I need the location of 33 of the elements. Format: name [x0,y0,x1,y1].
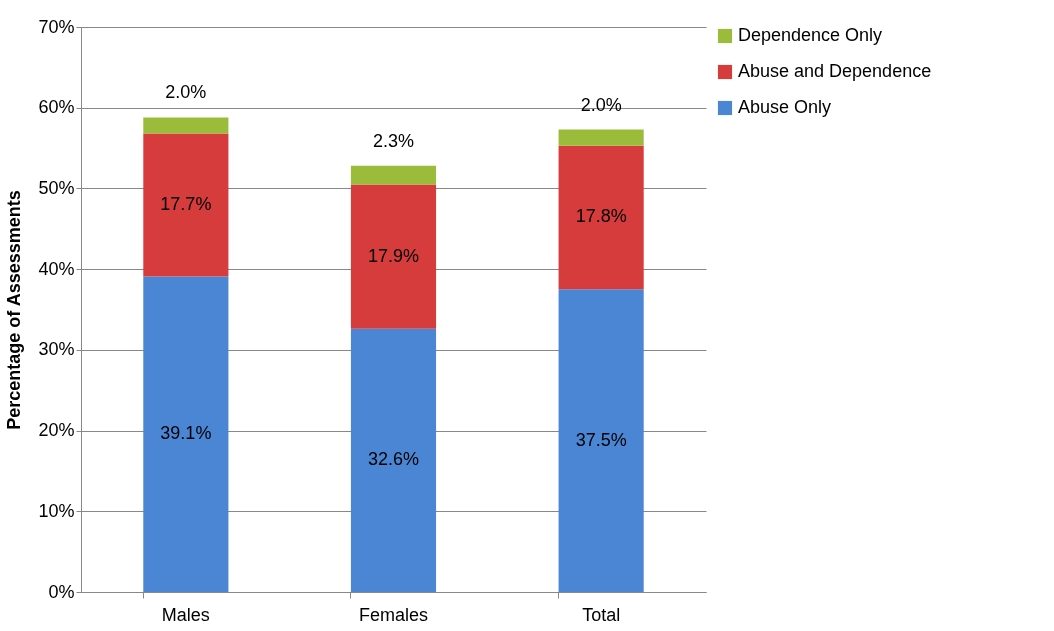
x-tick-label: Females [358,604,429,625]
y-tick-label: 60% [38,97,75,118]
y-tick-label: 30% [38,339,75,360]
bar [350,328,437,592]
legend-label: Dependence Only [738,25,883,45]
data-label: 2.0% [165,82,207,103]
y-axis-title: Percentage of Assessments [4,190,25,430]
x-tick-label: Males [161,604,210,625]
y-tick-label: 50% [38,177,75,198]
bar [143,117,229,134]
bar [143,133,229,277]
data-label: 39.1% [160,423,212,444]
data-label: 2.0% [580,94,622,115]
data-label: 2.3% [372,130,415,151]
y-tick-label: 20% [38,420,75,441]
data-label: 17.7% [160,193,212,214]
y-tick-label: 70% [38,16,75,37]
bar [350,184,437,329]
x-tick-label: Total [582,604,621,625]
legend-label: Abuse and Dependence [738,61,932,81]
y-tick-label: 0% [48,581,75,602]
data-label: 17.9% [367,245,420,266]
bar [558,129,644,146]
bar [350,165,437,185]
bar [558,289,644,592]
bar [143,276,229,592]
legend-label: Abuse Only [738,97,832,117]
data-label: 37.5% [575,429,627,450]
data-label: 17.8% [575,206,627,227]
y-tick-label: 40% [38,258,75,279]
bar [558,145,644,290]
y-tick-label: 10% [38,500,75,521]
data-label: 32.6% [367,449,420,470]
